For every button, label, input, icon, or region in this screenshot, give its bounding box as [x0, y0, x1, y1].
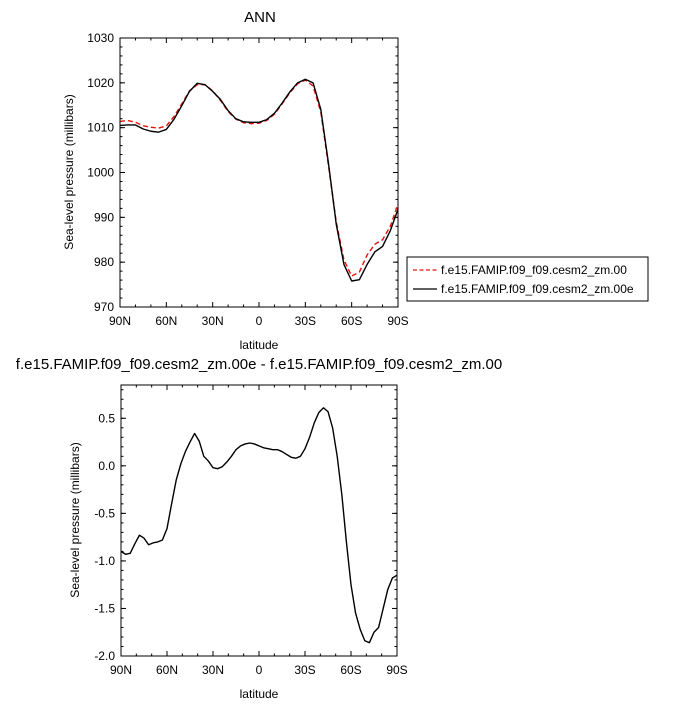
legend-entry-00e: f.e15.FAMIP.f09_f09.cesm2_zm.00e [441, 282, 634, 296]
chart-bottom-difference: f.e15.FAMIP.f09_f09.cesm2_zm.00e - f.e15… [16, 356, 502, 701]
legend-box [406, 256, 649, 302]
x-tick-label: 30S [294, 663, 315, 677]
y-tick-label: 1020 [87, 76, 114, 90]
y-axis-label: Sea-level pressure (millibars) [62, 94, 76, 249]
y-tick-label: -1.5 [94, 601, 115, 615]
chart-title: ANN [244, 9, 276, 26]
series-line-solid [119, 78, 399, 282]
x-tick-label: 60N [156, 663, 178, 677]
chart-title: f.e15.FAMIP.f09_f09.cesm2_zm.00e - f.e15… [16, 356, 502, 373]
y-tick-label: 1030 [87, 31, 114, 45]
bottom-ticks: 90N 60N 30N 0 30S 60S 90S -2.0 -1.5 -1.0 -0.5 0.0 0.… [94, 385, 408, 677]
x-tick-label: 60S [340, 663, 361, 677]
y-tick-label: 1010 [87, 121, 114, 135]
top-plot-frame [119, 37, 399, 308]
y-tick-label: -2.0 [94, 649, 115, 663]
y-tick-label: 990 [94, 210, 114, 224]
x-tick-label: 0 [256, 663, 263, 677]
top-ticks: 90N 60N 30N 0 30S 60S 90S 970 980 990 1000 1010 1020… [87, 31, 408, 328]
x-tick-label: 30N [202, 663, 224, 677]
x-axis-label: latitude [240, 687, 279, 701]
x-tick-label: 30N [202, 314, 224, 328]
x-tick-label: 90N [109, 314, 131, 328]
x-tick-label: 60N [155, 314, 177, 328]
x-tick-label: 0 [256, 314, 263, 328]
y-tick-label: 0.0 [98, 459, 115, 473]
y-tick-label: 0.5 [98, 411, 115, 425]
series-line-dashed [119, 79, 399, 277]
y-tick-label: -1.0 [94, 554, 115, 568]
x-tick-label: 90S [386, 663, 407, 677]
legend-entry-00: f.e15.FAMIP.f09_f09.cesm2_zm.00 [441, 263, 627, 277]
y-axis-label: Sea-level pressure (millibars) [68, 442, 82, 597]
y-tick-label: 970 [94, 300, 114, 314]
series-line-solid [120, 407, 398, 644]
y-tick-label: 1000 [87, 166, 114, 180]
x-tick-label: 90N [110, 663, 132, 677]
x-tick-label: 90S [387, 314, 408, 328]
y-tick-label: -0.5 [94, 506, 115, 520]
bottom-series-group [120, 407, 398, 644]
top-series-group [119, 78, 399, 282]
bottom-plot-frame [120, 384, 398, 657]
x-axis-label: latitude [240, 338, 279, 352]
x-tick-label: 60S [341, 314, 362, 328]
y-tick-label: 980 [94, 255, 114, 269]
chart-top-annual-slp: ANN 90N 60N 30N 0 30S 60S 90S 970 980 990 1000 1010… [62, 9, 649, 352]
x-tick-label: 30S [295, 314, 316, 328]
legend: f.e15.FAMIP.f09_f09.cesm2_zm.00 f.e15.FA… [406, 256, 649, 302]
